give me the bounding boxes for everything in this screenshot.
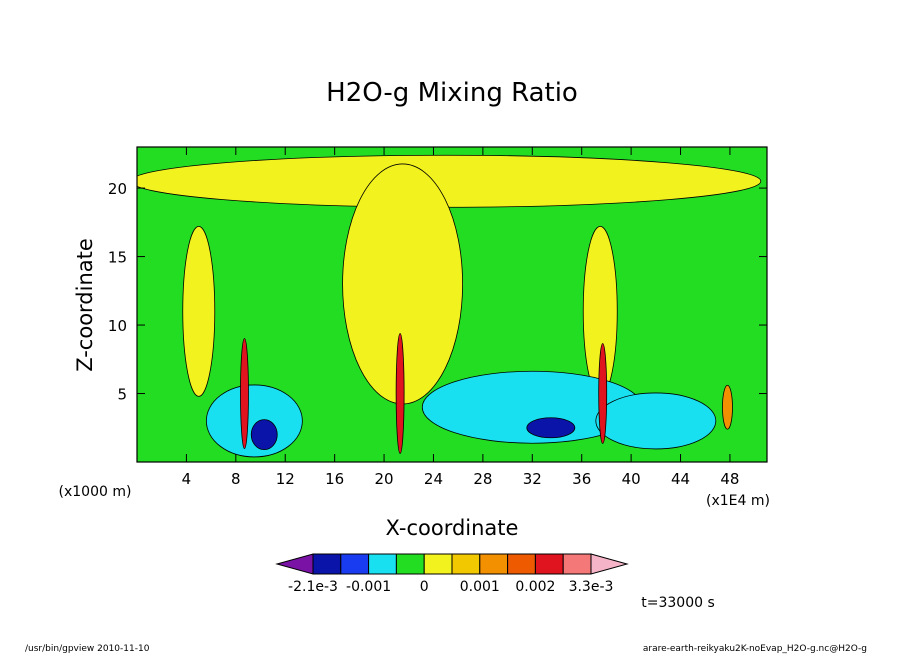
contour-region-maximum bbox=[240, 338, 249, 449]
contour-regions bbox=[137, 154, 762, 458]
contour-region-maximum bbox=[598, 343, 608, 444]
colorbar-arrow-left bbox=[275, 553, 314, 575]
colorbar-segment bbox=[312, 553, 342, 575]
colorbar-segment bbox=[395, 553, 425, 575]
colorbar-segment bbox=[479, 553, 509, 575]
x-tick-label: 32 bbox=[523, 470, 542, 488]
colorbar-arrow-right bbox=[590, 553, 629, 575]
contour-region-minimum bbox=[526, 417, 576, 439]
x-tick-label: 24 bbox=[424, 470, 443, 488]
x-tick-label: 8 bbox=[231, 470, 241, 488]
x-tick-label: 40 bbox=[622, 470, 641, 488]
colorbar-label: -2.1e-3 bbox=[288, 579, 338, 595]
colorbar-label: 0 bbox=[420, 579, 429, 595]
contour-region-positive bbox=[722, 384, 733, 430]
y-tick-label: 10 bbox=[108, 317, 127, 335]
colorbar-segment bbox=[423, 553, 453, 575]
plot-frame bbox=[136, 146, 768, 463]
x-tick-label: 12 bbox=[276, 470, 295, 488]
time-label: t=33000 s bbox=[641, 595, 715, 611]
x-tick-label: 20 bbox=[375, 470, 394, 488]
y-tick-label: 15 bbox=[108, 249, 127, 267]
x-unit-left: (x1000 m) bbox=[59, 484, 132, 500]
y-axis-ticks: 5 10 15 20 bbox=[108, 180, 767, 404]
contour-region-minimum bbox=[250, 419, 278, 451]
contour-region-positive bbox=[137, 154, 762, 208]
contour-region-negative bbox=[205, 384, 303, 458]
x-tick-label: 44 bbox=[671, 470, 690, 488]
contour-region-maximum bbox=[395, 333, 405, 454]
colorbar-segment bbox=[534, 553, 564, 575]
x-axis-label: X-coordinate bbox=[386, 516, 519, 540]
x-tick-label: 4 bbox=[182, 470, 192, 488]
colorbar-segment bbox=[368, 553, 397, 575]
colorbar-label: -0.001 bbox=[346, 579, 391, 595]
x-tick-label: 48 bbox=[720, 470, 739, 488]
colorbar-label: 0.002 bbox=[515, 579, 555, 595]
colorbar-segment bbox=[562, 553, 592, 575]
colorbar bbox=[275, 553, 629, 575]
footer-right: arare-earth-reikyaku2K-noEvap_H2O-g.nc@H… bbox=[643, 644, 867, 654]
colorbar-label: 3.3e-3 bbox=[569, 579, 614, 595]
contour-region-positive bbox=[182, 225, 216, 397]
colorbar-segment bbox=[451, 553, 481, 575]
x-axis-ticks: 4 8 12 16 20 24 28 32 36 40 44 48 bbox=[182, 147, 739, 488]
x-unit-right: (x1E4 m) bbox=[706, 493, 770, 509]
colorbar-labels: -2.1e-3 -0.001 0 0.001 0.002 3.3e-3 bbox=[288, 579, 613, 595]
colorbar-segment bbox=[340, 553, 370, 575]
y-tick-label: 5 bbox=[117, 386, 127, 404]
contour-region-negative bbox=[595, 392, 717, 450]
y-tick-label: 20 bbox=[108, 180, 127, 198]
footer-left: /usr/bin/gpview 2010-11-10 bbox=[25, 644, 150, 654]
chart-title: H2O-g Mixing Ratio bbox=[326, 78, 578, 108]
colorbar-segment bbox=[507, 553, 536, 575]
x-tick-label: 36 bbox=[572, 470, 591, 488]
x-tick-label: 28 bbox=[473, 470, 492, 488]
x-tick-label: 16 bbox=[325, 470, 344, 488]
colorbar-label: 0.001 bbox=[460, 579, 500, 595]
y-axis-label: Z-coordinate bbox=[73, 238, 97, 372]
